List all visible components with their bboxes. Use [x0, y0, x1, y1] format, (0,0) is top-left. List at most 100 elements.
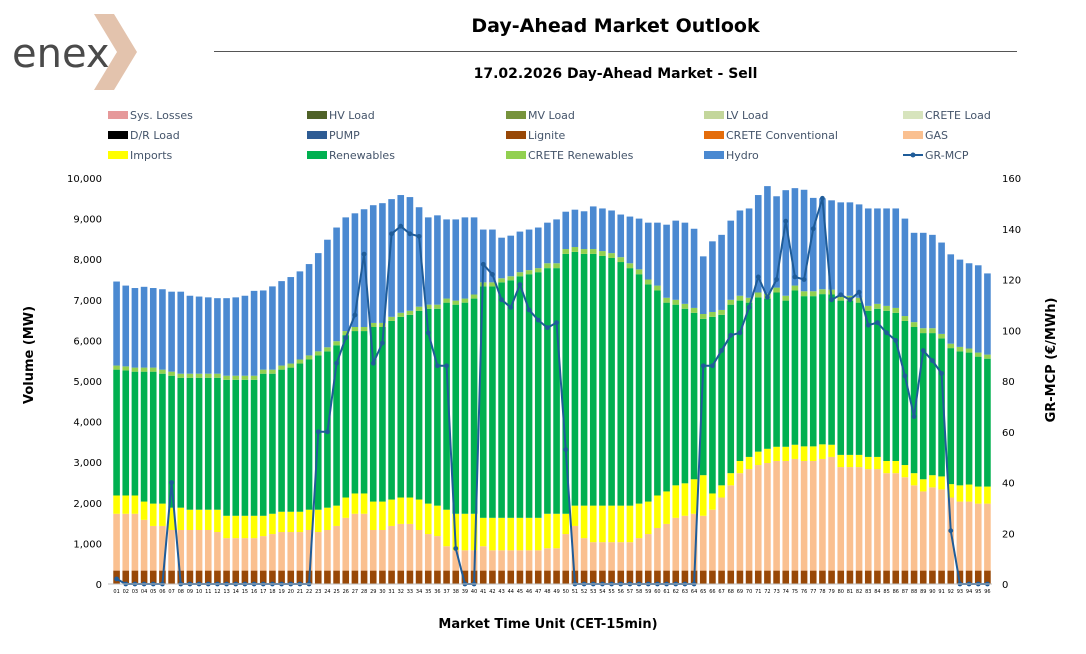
bar-hydro: [718, 234, 725, 310]
bar-crete-renewables: [177, 373, 185, 378]
bar-gas: [663, 523, 670, 571]
bar-crete-renewables: [727, 299, 735, 305]
x-tick-label: 29: [370, 589, 376, 595]
gr-mcp-point: [453, 546, 459, 551]
x-tick-label: 07: [168, 589, 174, 595]
bar-renewables: [974, 356, 982, 487]
bar-hydro: [974, 265, 982, 353]
bar-gas: [553, 548, 560, 571]
bar-renewables: [406, 314, 414, 498]
bar-crete-renewables: [388, 316, 395, 321]
bar-renewables: [809, 296, 817, 447]
bar-crete-renewables: [883, 305, 890, 311]
y2-axis-ticks: 0 20 40 60 80 100 120 140 160: [1002, 174, 1021, 591]
x-tick-label: 66: [709, 589, 715, 595]
bar-imports: [232, 515, 240, 539]
y2-tick-label: 160: [1002, 174, 1021, 185]
bar-renewables: [452, 304, 460, 514]
bar-lignite: [663, 570, 670, 584]
bar-lignite: [745, 570, 753, 584]
bar-gas: [159, 525, 166, 571]
bar-lignite: [764, 570, 771, 584]
x-tick-label: 83: [865, 589, 871, 595]
bar-imports: [269, 513, 276, 535]
bar-imports: [406, 497, 414, 524]
bar-lignite: [984, 570, 991, 584]
bar-crete-renewables: [965, 348, 973, 353]
bar-gas: [314, 532, 322, 571]
bar-hydro: [489, 229, 496, 283]
bar-lignite: [800, 570, 808, 584]
bar-renewables: [654, 290, 661, 496]
bar-crete-renewables: [305, 355, 313, 360]
y2-tick-label: 120: [1002, 276, 1021, 287]
legend-label-hydro: Hydro: [726, 149, 759, 162]
bar-gas: [974, 503, 982, 571]
bar-crete-renewables: [782, 295, 790, 301]
bar-lignite: [269, 570, 276, 584]
bar-imports: [434, 505, 441, 537]
bar-hydro: [580, 211, 588, 250]
bar-lignite: [324, 570, 331, 584]
bar-lignite: [415, 570, 423, 584]
x-tick-label: 91: [938, 589, 944, 595]
bar-imports: [919, 479, 927, 492]
bar-imports: [498, 517, 505, 551]
x-axis-title: Market Time Unit (CET-15min): [438, 617, 657, 632]
bar-renewables: [269, 373, 276, 514]
gr-mcp-point: [893, 338, 899, 343]
gr-mcp-point: [700, 363, 706, 369]
bar-crete-renewables: [819, 289, 826, 295]
y2-tick-label: 0: [1002, 580, 1008, 591]
bar-imports: [388, 499, 395, 526]
legend-swatch-crete-load: [903, 111, 923, 119]
bar-imports: [278, 511, 285, 533]
bar-gas: [681, 515, 689, 571]
bar-imports: [736, 460, 744, 474]
bar-renewables: [745, 302, 753, 457]
bar-hydro: [296, 271, 304, 360]
bar-lignite: [342, 570, 350, 584]
bar-crete-renewables: [672, 299, 680, 305]
bar-lignite: [727, 570, 735, 584]
bar-crete-renewables: [929, 328, 936, 334]
y-axis-ticks: 0 1,000 2,000 3,000 4,000 5,000 6,000 7,000 8,00…: [67, 174, 102, 591]
gr-mcp-point: [865, 322, 871, 328]
bar-lignite: [168, 570, 175, 584]
gr-mcp-point: [810, 226, 816, 232]
bar-lignite: [140, 570, 148, 584]
x-tick-label: 61: [663, 589, 669, 595]
bar-crete-renewables: [186, 373, 194, 378]
bar-hydro: [140, 286, 148, 368]
bar-renewables: [525, 274, 533, 518]
bar-hydro: [782, 190, 790, 296]
bar-lignite: [516, 570, 524, 584]
x-tick-label: 77: [810, 589, 816, 595]
bar-imports: [140, 501, 148, 520]
bar-renewables: [764, 298, 771, 449]
bar-gas: [599, 542, 606, 571]
bar-gas: [809, 460, 817, 571]
bar-lignite: [782, 570, 790, 584]
bar-hydro: [745, 208, 753, 298]
bar-imports: [360, 493, 368, 514]
bar-imports: [608, 505, 615, 543]
bar-imports: [819, 444, 826, 459]
bar-imports: [883, 460, 890, 474]
x-tick-label: 55: [608, 589, 614, 595]
bar-lignite: [919, 570, 927, 584]
y-tick-label: 6,000: [73, 336, 102, 347]
bar-crete-renewables: [324, 347, 331, 352]
bar-renewables: [342, 335, 350, 498]
x-tick-label: 15: [242, 589, 248, 595]
bar-gas: [149, 525, 157, 571]
x-axis-ticks: 01 02 03 04 05 06 07 08 09 10 11 12 13 14 15 16 17 18 19 20…: [113, 589, 990, 595]
bar-hydro: [837, 202, 845, 296]
bar-lignite: [892, 570, 900, 584]
legend-label-gas: GAS: [925, 129, 948, 142]
gr-mcp-point: [554, 320, 559, 326]
bar-lignite: [351, 570, 359, 584]
legend-label-crete-conventional: CRETE Conventional: [726, 129, 838, 142]
bar-crete-renewables: [874, 303, 881, 309]
x-tick-label: 73: [773, 589, 779, 595]
